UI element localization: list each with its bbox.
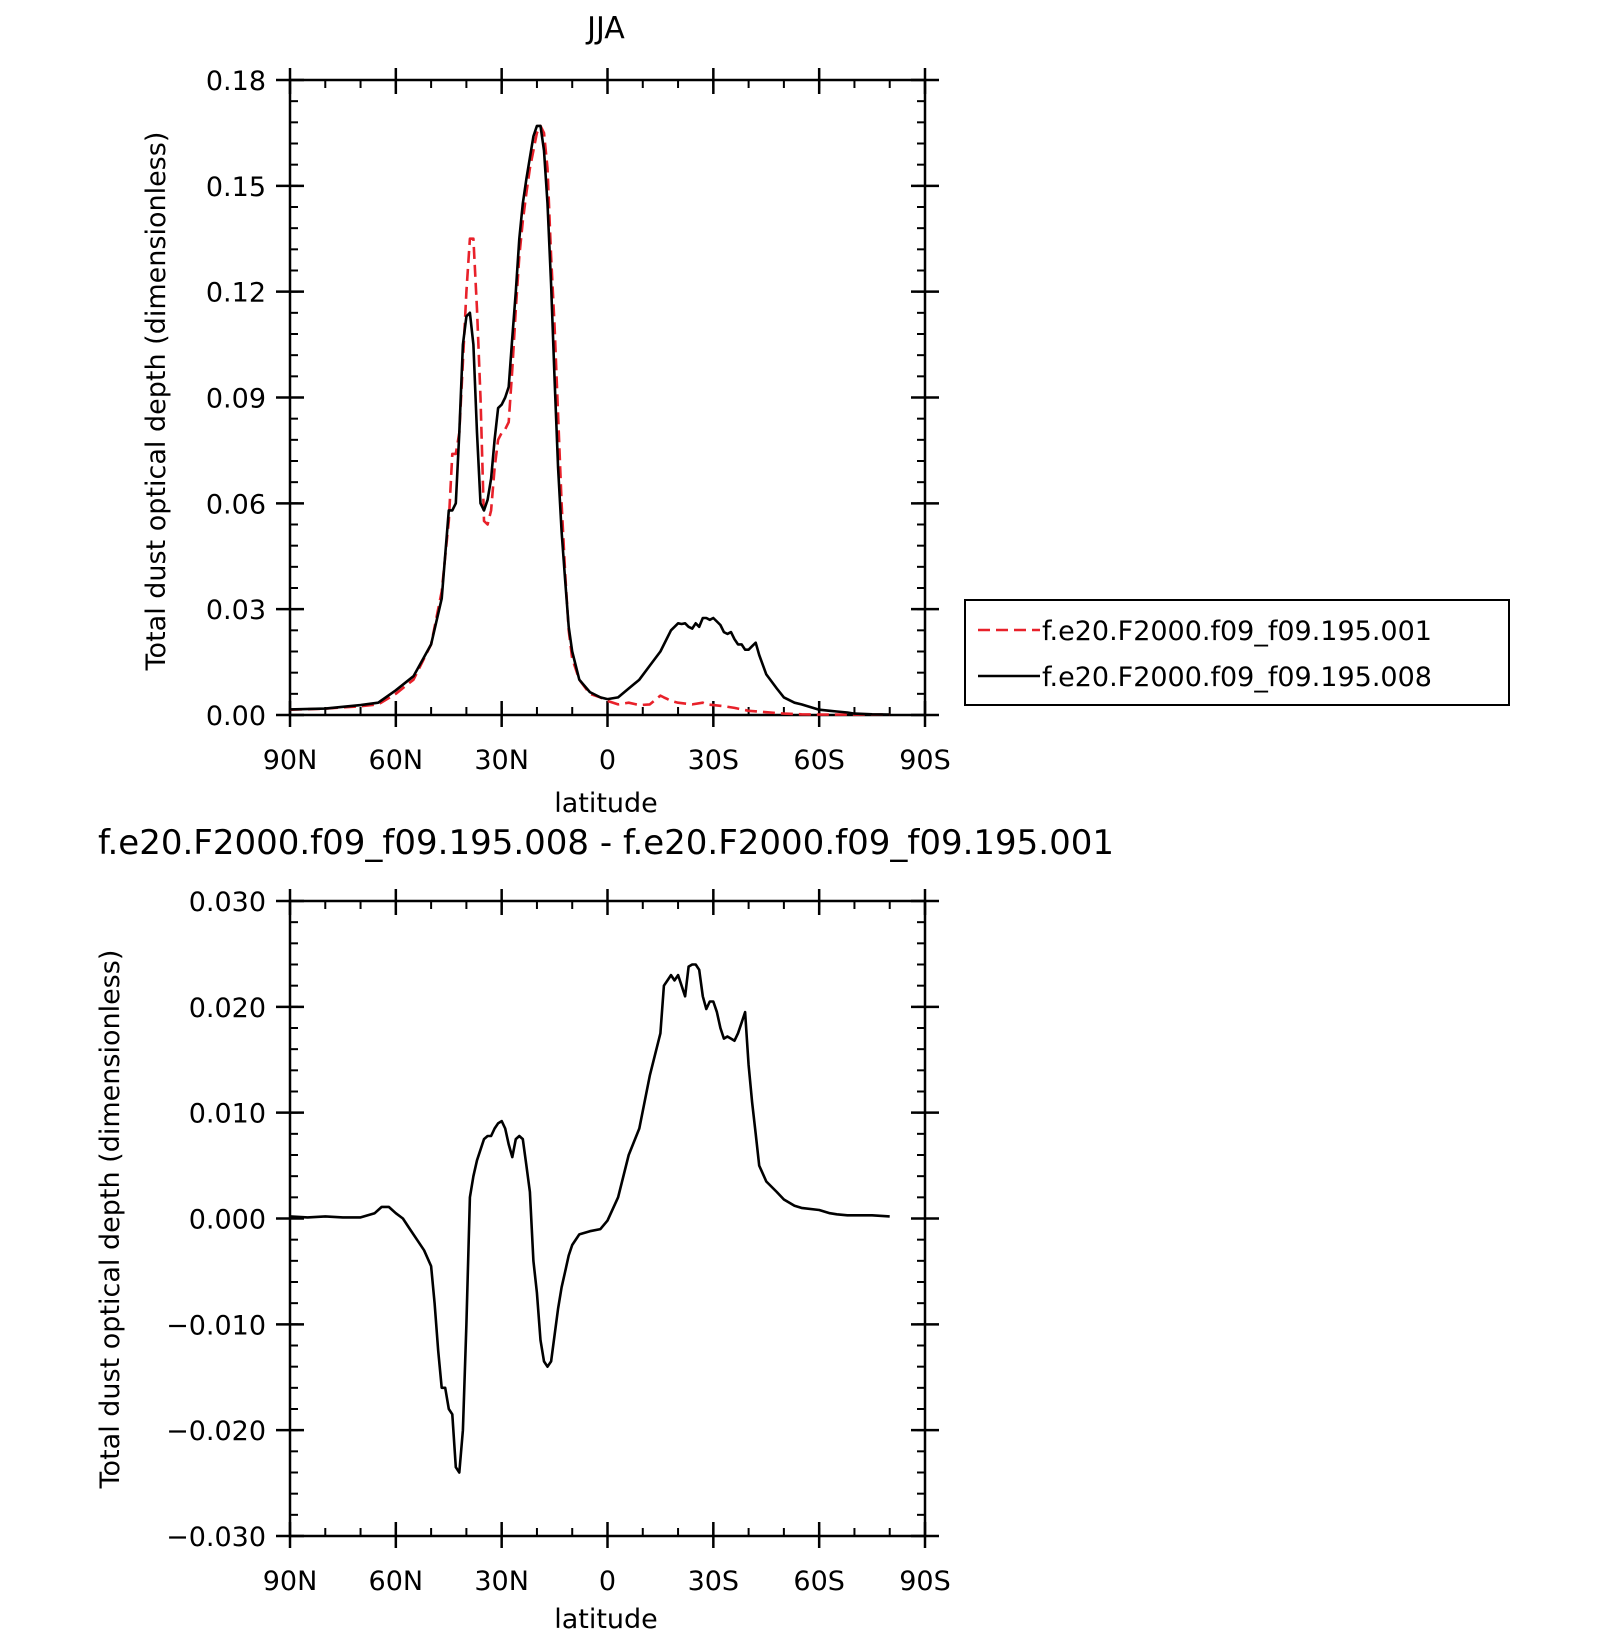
x-tick-label: 60S	[793, 1566, 845, 1597]
legend-label: f.e20.F2000.f09_f09.195.001	[1042, 616, 1432, 647]
x-tick-label: 90N	[263, 1566, 318, 1597]
x-tick-label: 0	[599, 745, 616, 776]
y-tick-label: 0.03	[206, 595, 266, 626]
y-tick-label: 0.020	[189, 993, 266, 1024]
y-tick-label: 0.030	[189, 887, 266, 918]
y-tick-label: 0.000	[189, 1205, 266, 1236]
x-axis-label: latitude	[554, 788, 658, 819]
x-axis-label: latitude	[554, 1604, 658, 1635]
series-line-solid	[289, 963, 890, 1474]
chart-title: JJA	[585, 11, 625, 46]
x-tick-label: 60N	[369, 745, 424, 776]
y-axis-label: Total dust optical depth (dimensionless)	[95, 950, 126, 1490]
x-tick-label: 90S	[899, 1566, 951, 1597]
y-tick-label: 0.09	[206, 384, 266, 415]
series-line-solid	[289, 124, 890, 716]
x-tick-label: 60N	[369, 1566, 424, 1597]
x-tick-label: 60S	[793, 745, 845, 776]
series-line-dashed	[289, 124, 890, 716]
bottom-panel: f.e20.F2000.f09_f09.195.008 - f.e20.F200…	[95, 823, 1114, 1635]
x-tick-label: 30N	[474, 745, 529, 776]
x-tick-label: 90N	[263, 745, 318, 776]
x-tick-label: 30S	[688, 1566, 740, 1597]
plot-frame	[288, 78, 927, 717]
y-tick-label: 0.00	[206, 701, 266, 732]
y-tick-label: −0.020	[166, 1416, 266, 1447]
y-tick-label: 0.010	[189, 1099, 266, 1130]
legend-box	[964, 599, 1510, 706]
y-axis-label: Total dust optical depth (dimensionless)	[141, 132, 172, 672]
y-tick-label: 0.18	[206, 66, 266, 97]
legend: f.e20.F2000.f09_f09.195.001 f.e20.F2000.f…	[964, 599, 1510, 706]
x-tick-label: 90S	[899, 745, 951, 776]
y-tick-label: −0.030	[166, 1522, 266, 1553]
y-tick-label: −0.010	[166, 1310, 266, 1341]
x-tick-label: 30S	[688, 745, 740, 776]
plot-area-bottom: 90N 60N 30N 0 30S 60S 90S −0.030 −0.020 −0.010 0.0…	[166, 887, 951, 1597]
plot-area-top: 90N 60N 30N 0 30S 60S 90S 0.00 0.03 0.06 0.09 0.12 0…	[206, 66, 951, 776]
top-panel: JJA 90N 60N 30N 0 30S 60S 90S 0.00 0.03 0.06 0.09 0…	[141, 11, 1510, 819]
chart-title: f.e20.F2000.f09_f09.195.008 - f.e20.F200…	[98, 823, 1114, 863]
y-tick-label: 0.06	[206, 489, 266, 520]
x-tick-label: 0	[599, 1566, 616, 1597]
y-tick-label: 0.15	[206, 172, 266, 203]
x-tick-label: 30N	[474, 1566, 529, 1597]
legend-label: f.e20.F2000.f09_f09.195.008	[1042, 662, 1432, 693]
y-tick-label: 0.12	[206, 278, 266, 309]
